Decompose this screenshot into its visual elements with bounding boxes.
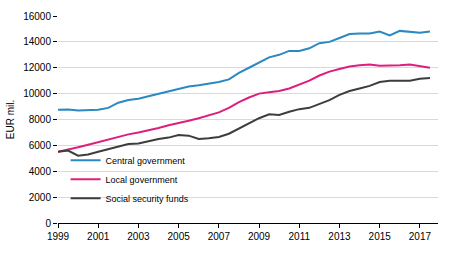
svg-text:8000: 8000 <box>29 114 52 125</box>
svg-text:12000: 12000 <box>23 62 51 73</box>
svg-text:4000: 4000 <box>29 166 52 177</box>
svg-text:2009: 2009 <box>248 231 271 242</box>
svg-text:10000: 10000 <box>23 88 51 99</box>
svg-text:2003: 2003 <box>127 231 150 242</box>
svg-text:2000: 2000 <box>29 192 52 203</box>
svg-text:2015: 2015 <box>369 231 392 242</box>
svg-text:2007: 2007 <box>208 231 231 242</box>
svg-text:EUR mil.: EUR mil. <box>5 100 16 139</box>
svg-text:2011: 2011 <box>289 231 311 242</box>
svg-text:14000: 14000 <box>23 36 51 47</box>
svg-text:1999: 1999 <box>47 231 70 242</box>
svg-text:0: 0 <box>45 218 51 229</box>
svg-text:2013: 2013 <box>328 231 351 242</box>
svg-text:2005: 2005 <box>168 231 191 242</box>
svg-text:16000: 16000 <box>23 11 51 22</box>
svg-text:Local government: Local government <box>106 175 178 185</box>
svg-text:Central government: Central government <box>106 156 186 166</box>
svg-text:2017: 2017 <box>409 231 432 242</box>
svg-text:2001: 2001 <box>87 231 110 242</box>
svg-text:Social security funds: Social security funds <box>106 194 189 204</box>
svg-text:6000: 6000 <box>29 140 52 151</box>
